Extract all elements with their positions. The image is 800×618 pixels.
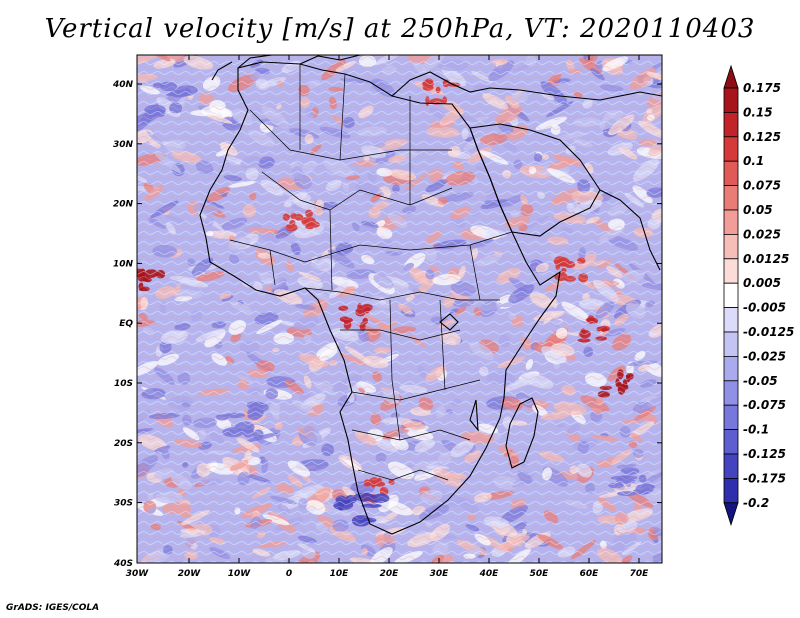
colorbar-label: 0.125 xyxy=(743,130,781,144)
lon-tick-label: 50E xyxy=(530,569,550,579)
colorbar: 0.175 0.15 0.125 0.1 0.075 0.05 0.025 0.0125 0.0… xyxy=(723,64,794,527)
colorbar-swatch xyxy=(723,477,739,504)
lat-tick-label: 20S xyxy=(114,439,133,449)
colorbar-label: -0.075 xyxy=(743,398,786,412)
colorbar-swatch xyxy=(723,404,739,431)
velocity-blob-strong xyxy=(131,276,136,281)
colorbar-swatch xyxy=(723,112,739,138)
lon-tick-label: 70E xyxy=(630,569,650,579)
lon-tick-label: 20W xyxy=(178,569,202,579)
colorbar-label: 0.175 xyxy=(743,81,781,95)
lat-tick-label: 10N xyxy=(113,259,134,269)
lon-tick-label: 60E xyxy=(580,569,600,579)
colorbar-swatch xyxy=(723,453,739,479)
lat-tick-label: 10S xyxy=(114,379,133,389)
coastline-africa xyxy=(199,55,662,535)
longitude-axis: 30W 20W 10W 0 10E 20E 30E 40E 50E 60E 70E xyxy=(126,55,649,579)
colorbar-bottom-arrow xyxy=(723,502,739,527)
colorbar-top-arrow xyxy=(723,64,739,89)
colorbar-label: -0.025 xyxy=(743,349,786,363)
colorbar-swatch xyxy=(723,209,739,235)
colorbar-label: 0.1 xyxy=(743,154,764,168)
lat-tick-label: 30S xyxy=(114,499,133,509)
colorbar-label: -0.125 xyxy=(743,447,786,461)
colorbar-label: 0.15 xyxy=(743,105,773,119)
lon-tick-label: 30E xyxy=(430,569,450,579)
colorbar-swatch xyxy=(723,331,739,357)
colorbar-swatch xyxy=(723,233,739,260)
latitude-axis: 40N 30N 20N 10N EQ 10S 20S 30S 40S xyxy=(112,80,662,569)
lon-tick-label: 20E xyxy=(380,569,400,579)
colorbar-label: -0.2 xyxy=(743,496,769,510)
velocity-field xyxy=(131,55,662,563)
colorbar-swatch xyxy=(723,185,739,211)
colorbar-label: -0.1 xyxy=(743,423,769,437)
colorbar-swatch xyxy=(723,282,739,309)
colorbar-swatch xyxy=(723,258,739,284)
colorbar-label: 0.0125 xyxy=(743,252,789,266)
colorbar-swatch xyxy=(723,87,739,113)
colorbar-swatch xyxy=(723,429,739,455)
lat-tick-label: 40S xyxy=(113,559,133,569)
country-borders xyxy=(229,64,513,481)
lon-tick-label: 30W xyxy=(126,569,150,579)
colorbar-swatch xyxy=(723,355,739,382)
colorbar-swatch xyxy=(723,160,739,186)
colorbar-label: -0.05 xyxy=(743,374,778,388)
lat-tick-label: 40N xyxy=(112,80,134,90)
colorbar-label: 0.05 xyxy=(743,203,773,217)
lon-tick-label: 10W xyxy=(228,569,252,579)
colorbar-label: -0.0125 xyxy=(743,325,794,339)
colorbar-label: 0.005 xyxy=(743,276,781,290)
map-title: Vertical velocity [m/s] at 250hPa, VT: 2… xyxy=(44,14,756,44)
colorbar-swatch xyxy=(723,380,739,406)
plot-frame xyxy=(136,54,663,564)
colorbar-swatch xyxy=(723,307,739,333)
colorbar-label: -0.175 xyxy=(743,471,786,485)
grads-credit: GrADS: IGES/COLA xyxy=(6,603,100,613)
lat-tick-label: EQ xyxy=(119,319,133,329)
colorbar-swatch xyxy=(723,136,739,162)
lat-tick-label: 20N xyxy=(113,200,134,210)
lon-tick-label: 10E xyxy=(330,569,350,579)
lon-tick-label: 0 xyxy=(286,569,292,579)
colorbar-label: 0.025 xyxy=(743,227,781,241)
lon-tick-label: 40E xyxy=(479,569,500,579)
colorbar-label: 0.075 xyxy=(743,179,781,193)
colorbar-label: -0.005 xyxy=(743,301,786,315)
lat-tick-label: 30N xyxy=(113,140,134,150)
